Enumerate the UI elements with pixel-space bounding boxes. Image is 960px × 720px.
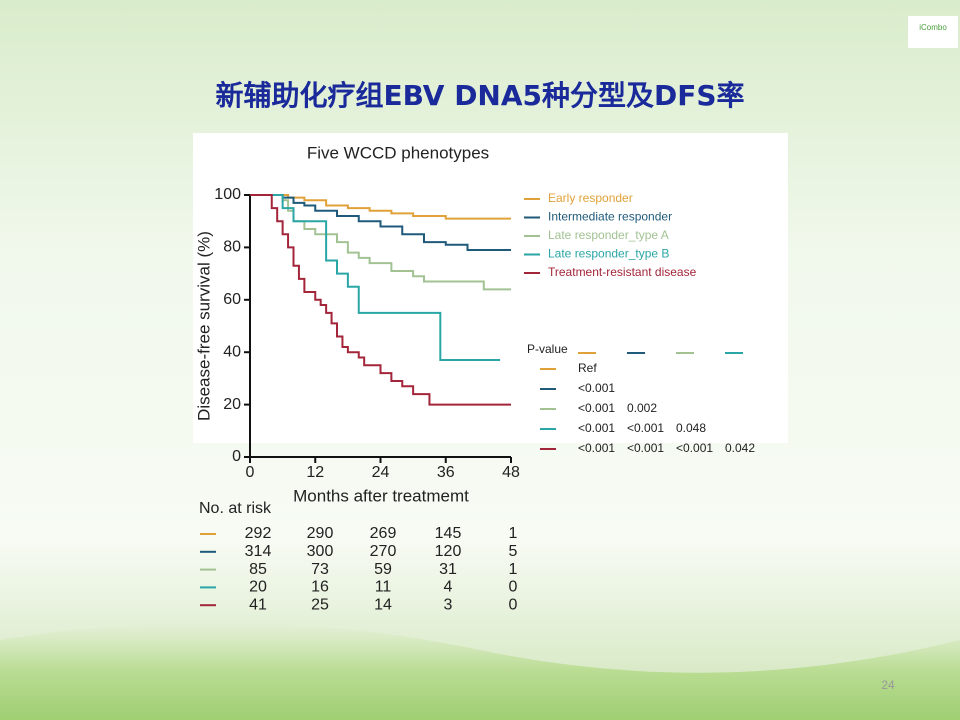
y-tick-label: 40 <box>223 343 241 360</box>
risk-cell: 73 <box>311 561 329 578</box>
risk-cell: 269 <box>370 525 397 542</box>
x-tick-label: 24 <box>372 464 390 481</box>
chart-title: Five WCCD phenotypes <box>307 143 489 162</box>
pvalue-cell: <0.001 <box>627 421 664 435</box>
x-axis-label: Months after treatmemt <box>293 486 469 505</box>
page-number: 24 <box>881 678 895 692</box>
risk-cell: 85 <box>249 561 267 578</box>
risk-title: No. at risk <box>199 500 272 517</box>
pvalue-cell: <0.001 <box>578 401 615 415</box>
risk-cell: 300 <box>307 543 334 560</box>
legend-label: Treatment-resistant disease <box>548 265 697 279</box>
risk-cell: 145 <box>435 525 462 542</box>
y-axis-label: Disease-free survival (%) <box>194 231 213 421</box>
risk-cell: 270 <box>370 543 397 560</box>
pvalue-cell: 0.002 <box>627 401 657 415</box>
risk-cell: 0 <box>509 596 518 613</box>
risk-cell: 4 <box>444 579 453 596</box>
survival-curve <box>250 194 511 220</box>
legend-label: Early responder <box>548 191 633 205</box>
grass <box>0 622 960 720</box>
risk-cell: 0 <box>509 579 518 596</box>
y-tick-label: 100 <box>214 186 241 203</box>
risk-cell: 3 <box>444 596 453 613</box>
legend-label: Late responder_type B <box>548 247 669 261</box>
risk-cell: 41 <box>249 596 267 613</box>
risk-cell: 16 <box>311 579 329 596</box>
survival-curve <box>250 194 511 406</box>
risk-cell: 25 <box>311 596 329 613</box>
x-tick-label: 12 <box>306 464 324 481</box>
risk-cell: 1 <box>509 561 518 578</box>
risk-cell: 314 <box>245 543 272 560</box>
pvalue-cell: <0.001 <box>627 441 664 455</box>
pvalue-cell: <0.001 <box>676 441 713 455</box>
pvalue-cell: <0.001 <box>578 441 615 455</box>
x-tick-label: 48 <box>502 464 520 481</box>
risk-cell: 20 <box>249 579 267 596</box>
legend-label: Late responder_type A <box>548 228 669 242</box>
logo-box <box>908 16 958 48</box>
pvalue-cell: Ref <box>578 361 597 375</box>
pvalue-cell: 0.048 <box>676 421 706 435</box>
risk-cell: 11 <box>375 579 392 596</box>
survival-curve <box>250 194 511 291</box>
y-tick-label: 20 <box>223 396 241 413</box>
logo: iCombo <box>919 23 947 32</box>
risk-cell: 14 <box>374 596 392 613</box>
y-tick-label: 60 <box>223 291 241 308</box>
slide-title: 新辅助化疗组EBV DNA5种分型及DFS率 <box>215 79 744 112</box>
risk-cell: 290 <box>307 525 334 542</box>
survival-curve <box>250 194 511 252</box>
y-tick-label: 0 <box>232 448 241 465</box>
risk-cell: 120 <box>435 543 462 560</box>
x-tick-label: 0 <box>246 464 255 481</box>
risk-cell: 5 <box>509 543 518 560</box>
survival-curve <box>250 194 501 362</box>
risk-cell: 59 <box>374 561 392 578</box>
pvalue-title: P-value <box>527 342 568 356</box>
y-tick-label: 80 <box>223 239 241 256</box>
legend-label: Intermediate responder <box>548 210 672 224</box>
risk-cell: 1 <box>509 525 518 542</box>
chart-panel <box>193 133 788 443</box>
risk-cell: 292 <box>245 525 272 542</box>
pvalue-cell: <0.001 <box>578 421 615 435</box>
pvalue-cell: <0.001 <box>578 381 615 395</box>
risk-cell: 31 <box>439 561 457 578</box>
pvalue-cell: 0.042 <box>725 441 755 455</box>
x-tick-label: 36 <box>437 464 455 481</box>
